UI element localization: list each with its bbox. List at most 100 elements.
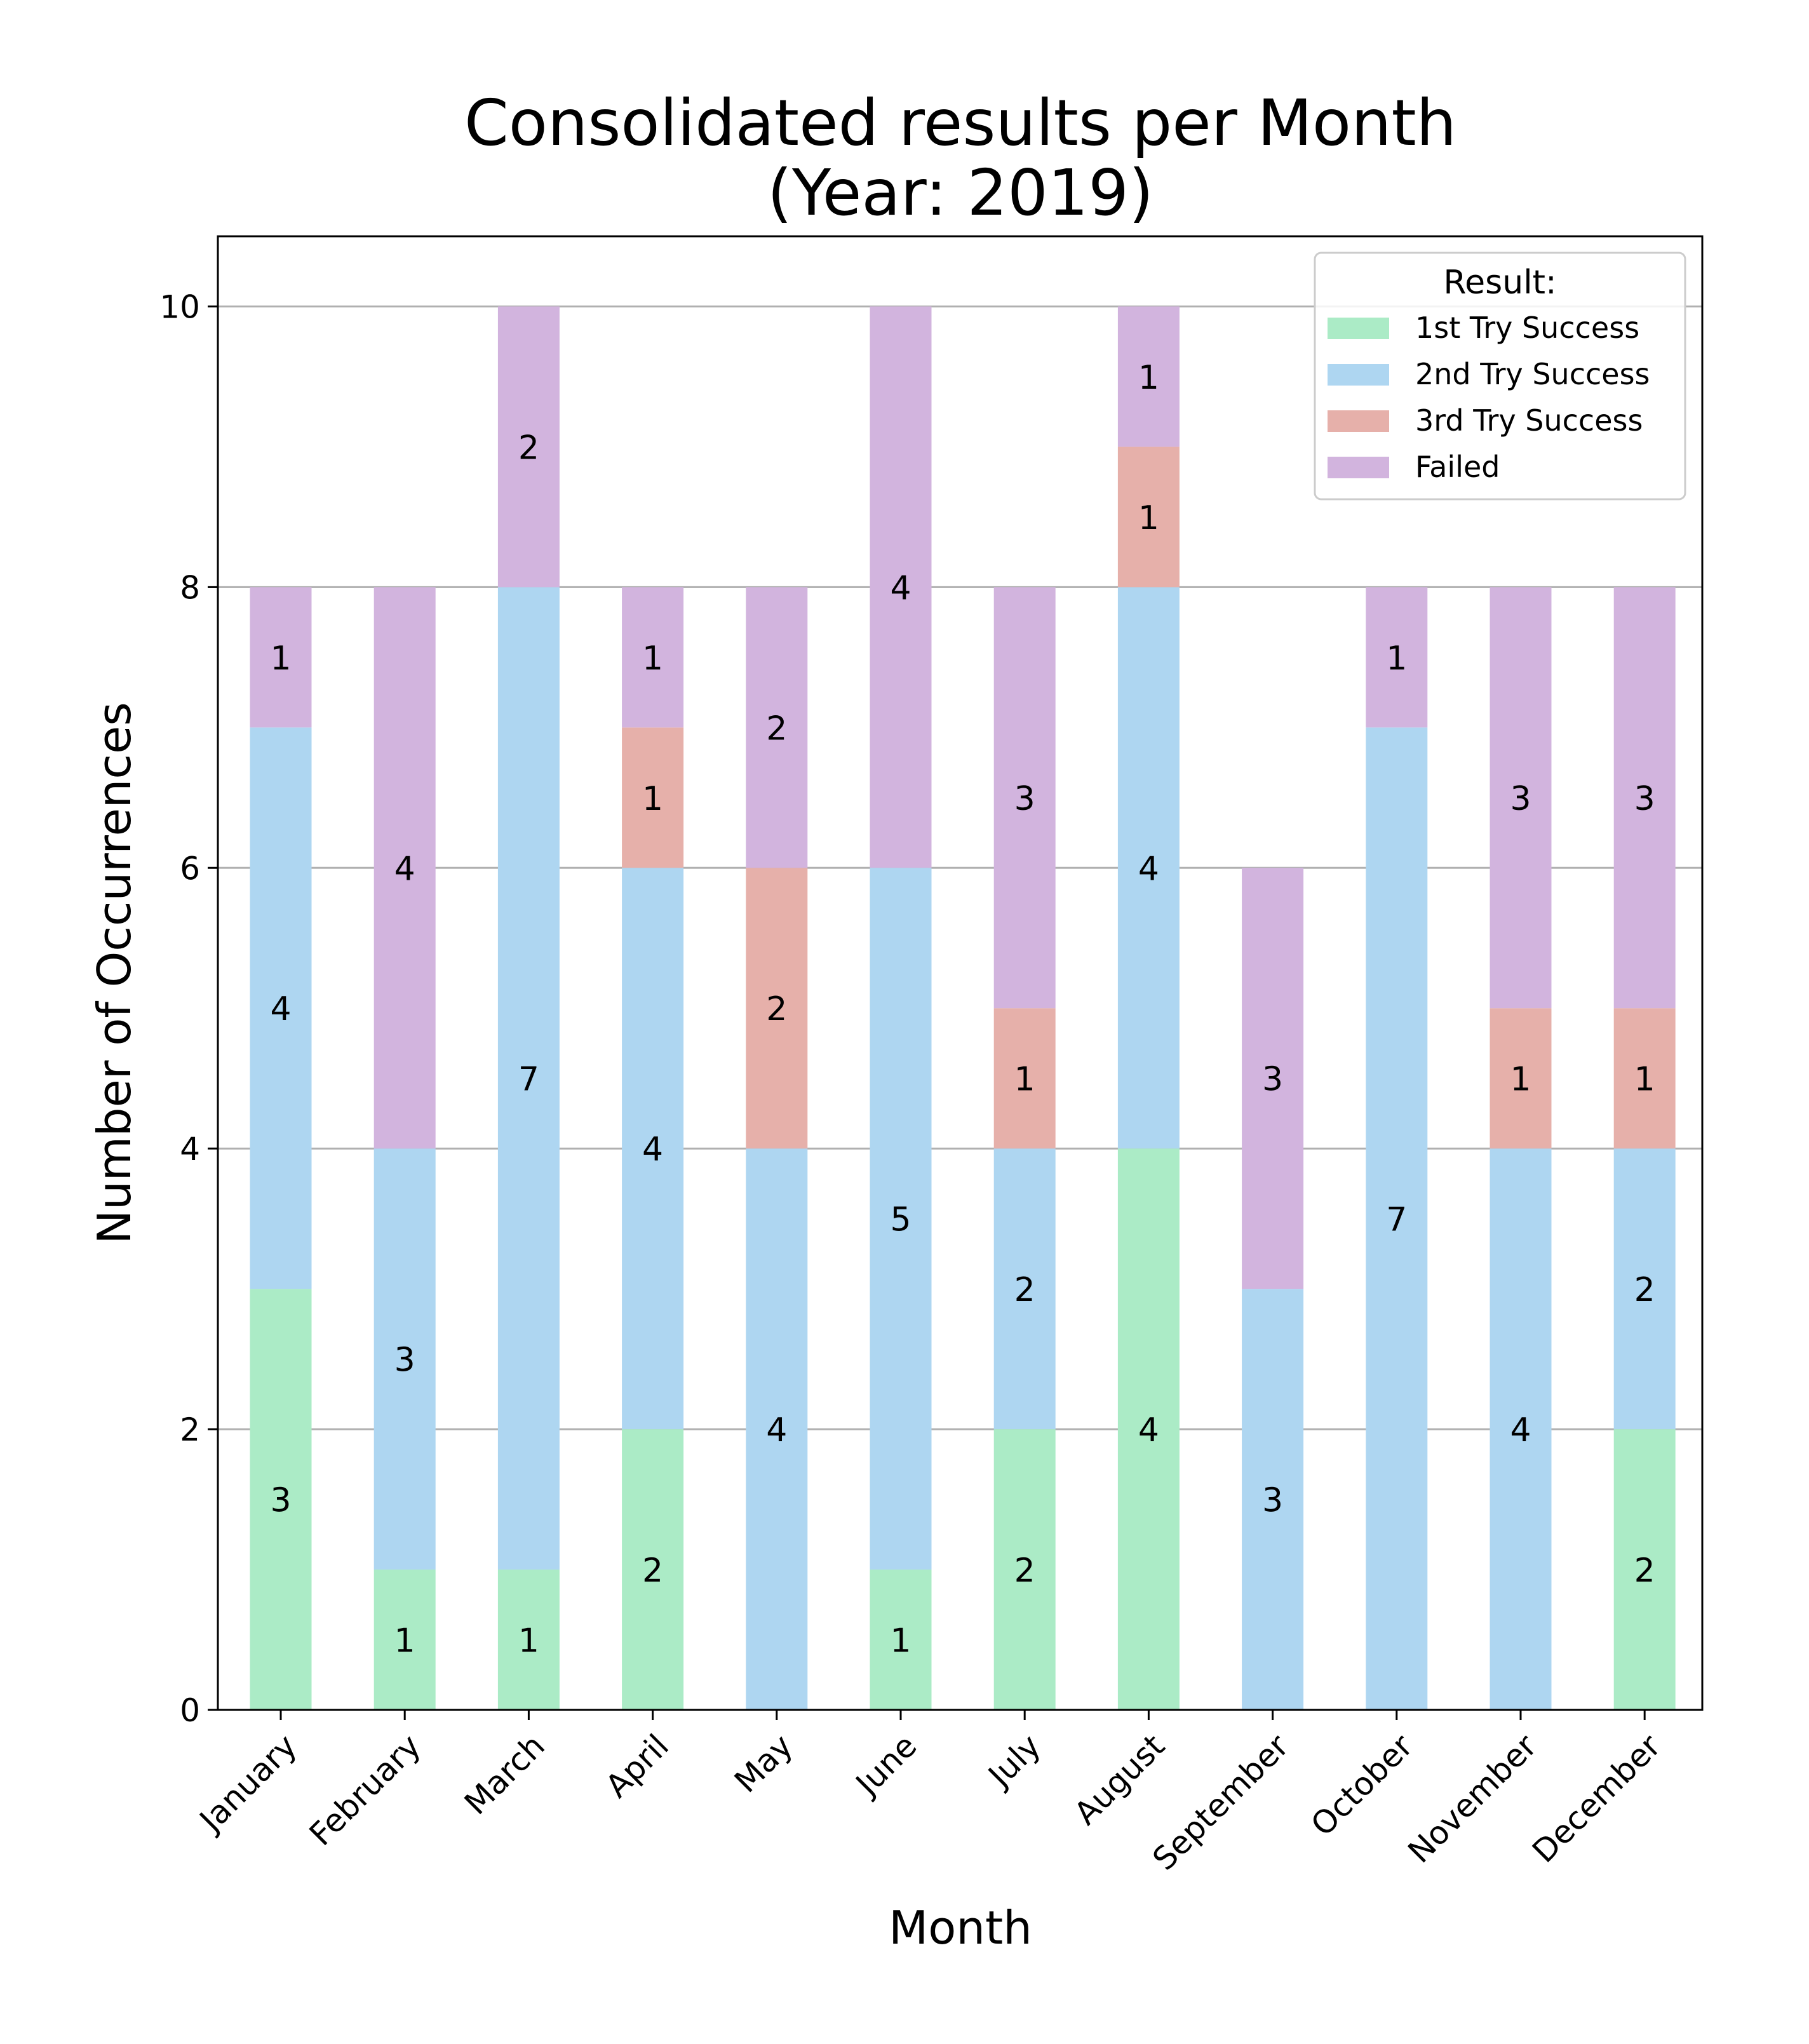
y-tick-label: 0 bbox=[180, 1692, 200, 1729]
segment-value-label: 3 bbox=[1634, 780, 1655, 818]
segment-value-label: 5 bbox=[890, 1201, 911, 1239]
segment-labels: 3 4 1 1 3 4 1 7 2 2 4 1 1 4 2 2 1 5 4 2 2 1 3 4 4 1 1 3 3 7 1 4 1 3 2 2 1 3 bbox=[270, 359, 1655, 1660]
segment-value-label: 1 bbox=[270, 640, 291, 678]
segment-value-label: 4 bbox=[766, 1411, 787, 1449]
segment-value-label: 1 bbox=[1138, 359, 1159, 397]
segment-value-label: 4 bbox=[394, 850, 415, 888]
segment-value-label: 2 bbox=[766, 709, 787, 748]
segment-value-label: 1 bbox=[1138, 499, 1159, 537]
bar-segment bbox=[250, 1289, 312, 1710]
y-tick-label: 6 bbox=[180, 850, 200, 887]
x-tick-label: July bbox=[980, 1727, 1048, 1795]
chart-title: Consolidated results per Month (Year: 20… bbox=[464, 86, 1456, 230]
legend-swatch bbox=[1328, 410, 1389, 432]
bar-segment bbox=[1490, 1148, 1552, 1710]
chart-title-line-1: Consolidated results per Month bbox=[464, 86, 1456, 160]
legend: Result: 1st Try Success 2nd Try Success 3rd… bbox=[1314, 252, 1686, 501]
segment-value-label: 3 bbox=[1262, 1061, 1283, 1099]
bar-segment bbox=[622, 587, 684, 728]
segment-value-label: 4 bbox=[1138, 1411, 1159, 1449]
segment-value-label: 1 bbox=[1386, 640, 1407, 678]
legend-swatch bbox=[1328, 318, 1389, 339]
chart-title-line-2: (Year: 2019) bbox=[767, 156, 1153, 230]
bar-segment bbox=[1366, 587, 1428, 728]
bar-segment bbox=[622, 1429, 684, 1710]
bar-segment bbox=[1117, 587, 1180, 1149]
y-axis: 0 2 4 6 8 10 bbox=[159, 288, 218, 1729]
bar-segment bbox=[1242, 1289, 1304, 1710]
y-axis-label: Number of Occurrences bbox=[88, 702, 141, 1244]
segment-value-label: 3 bbox=[1510, 780, 1531, 818]
segment-value-label: 4 bbox=[1138, 850, 1159, 888]
bar-segment bbox=[1490, 587, 1552, 1009]
segment-value-label: 4 bbox=[270, 990, 291, 1028]
bar-segment bbox=[497, 587, 560, 1570]
bar-segment bbox=[1613, 1008, 1676, 1149]
segment-value-label: 1 bbox=[1634, 1061, 1655, 1099]
bar-segment bbox=[1117, 306, 1180, 447]
x-tick-label: September bbox=[1146, 1727, 1296, 1878]
segment-value-label: 1 bbox=[518, 1622, 539, 1660]
segment-value-label: 2 bbox=[1634, 1552, 1655, 1590]
bar-segment bbox=[1366, 727, 1428, 1710]
bar-segment bbox=[746, 1148, 808, 1710]
bar-segment bbox=[250, 727, 312, 1289]
segment-value-label: 3 bbox=[394, 1341, 415, 1380]
segment-value-label: 3 bbox=[270, 1482, 291, 1520]
legend-entry-label: 3rd Try Success bbox=[1415, 403, 1643, 438]
x-tick-label: November bbox=[1401, 1727, 1544, 1870]
x-tick-label: August bbox=[1067, 1727, 1172, 1832]
bar-segment bbox=[1490, 1008, 1552, 1149]
segment-value-label: 7 bbox=[518, 1061, 539, 1099]
segment-value-label: 4 bbox=[1510, 1411, 1531, 1449]
bar-segment bbox=[1613, 1148, 1676, 1430]
bar-segment bbox=[993, 1429, 1056, 1710]
x-tick-label: October bbox=[1304, 1727, 1420, 1843]
segment-value-label: 1 bbox=[890, 1622, 911, 1660]
segment-value-label: 3 bbox=[1014, 780, 1035, 818]
x-tick-label: February bbox=[302, 1727, 428, 1853]
segment-value-label: 4 bbox=[642, 1131, 663, 1169]
bar-segment bbox=[497, 306, 560, 588]
x-tick-label: March bbox=[457, 1727, 552, 1822]
bar-segment bbox=[622, 868, 684, 1430]
y-tick-label: 4 bbox=[180, 1131, 200, 1167]
legend-swatch bbox=[1328, 457, 1389, 478]
bar-segment bbox=[497, 1570, 560, 1710]
bar-segment bbox=[373, 1570, 436, 1710]
x-axis-label: Month bbox=[889, 1901, 1032, 1954]
bar-segment bbox=[1242, 868, 1304, 1289]
y-tick-label: 2 bbox=[180, 1411, 200, 1448]
legend-entry-label: 1st Try Success bbox=[1415, 311, 1639, 345]
x-tick-label: June bbox=[847, 1727, 924, 1803]
bar-segment bbox=[1117, 1148, 1180, 1710]
x-tick-label: January bbox=[191, 1727, 304, 1839]
plot-frame bbox=[217, 235, 1704, 1711]
y-tick-label: 10 bbox=[159, 288, 200, 325]
legend-swatch bbox=[1328, 364, 1389, 386]
segment-value-label: 1 bbox=[1510, 1061, 1531, 1099]
bars bbox=[250, 306, 1676, 1710]
bar-segment bbox=[870, 868, 932, 1570]
bar-segment bbox=[1613, 1429, 1676, 1710]
segment-value-label: 1 bbox=[642, 780, 663, 818]
bar-segment bbox=[993, 1148, 1056, 1430]
segment-value-label: 3 bbox=[1262, 1482, 1283, 1520]
x-tick-label: April bbox=[598, 1727, 676, 1805]
segment-value-label: 2 bbox=[766, 990, 787, 1028]
segment-value-label: 1 bbox=[642, 640, 663, 678]
bar-segment bbox=[1613, 587, 1676, 1009]
y-tick-label: 8 bbox=[180, 569, 200, 606]
bar-segment bbox=[746, 587, 808, 868]
bar-segment bbox=[870, 1570, 932, 1710]
segment-value-label: 4 bbox=[890, 569, 911, 607]
legend-entry-label: Failed bbox=[1415, 450, 1500, 484]
segment-value-label: 1 bbox=[394, 1622, 415, 1660]
bar-segment bbox=[993, 1008, 1056, 1149]
x-tick-label: May bbox=[727, 1727, 800, 1799]
segment-value-label: 2 bbox=[1634, 1271, 1655, 1309]
bar-segment bbox=[870, 306, 932, 868]
legend-title: Result: bbox=[1443, 264, 1556, 302]
